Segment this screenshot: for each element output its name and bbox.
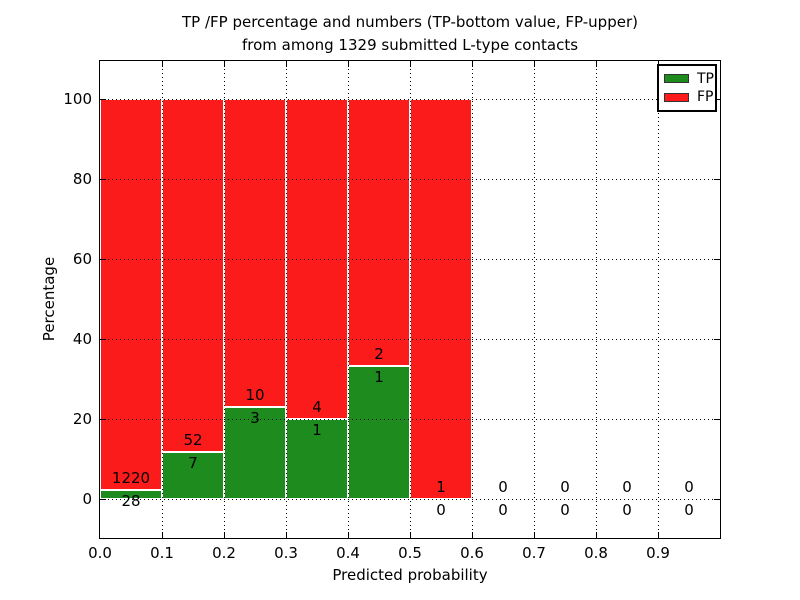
x-tick-label: 0.8: [584, 544, 608, 562]
y-tick-mark-left: [100, 499, 106, 500]
gridline-vertical: [658, 61, 659, 538]
tp-bar: [348, 365, 410, 499]
y-tick-label: 100: [63, 90, 92, 108]
y-tick-mark-left: [100, 339, 106, 340]
gridline-vertical: [472, 61, 473, 538]
tp-count-label: 0: [498, 501, 508, 519]
y-tick-label: 40: [72, 330, 92, 348]
x-tick-mark-top: [596, 61, 597, 67]
gridline-vertical: [534, 61, 535, 538]
y-tick-label: 80: [72, 170, 92, 188]
y-tick-mark-right: [714, 259, 720, 260]
y-tick-label: 60: [72, 250, 92, 268]
tp-count-label: 0: [684, 501, 694, 519]
y-tick-label: 20: [72, 410, 92, 428]
x-tick-mark-bottom: [224, 532, 225, 538]
x-tick-label: 0.2: [212, 544, 236, 562]
y-tick-mark-right: [714, 179, 720, 180]
x-tick-mark-bottom: [286, 532, 287, 538]
x-tick-label: 0.1: [150, 544, 174, 562]
tp-count-label: 0: [622, 501, 632, 519]
x-tick-mark-top: [286, 61, 287, 67]
y-tick-mark-right: [714, 339, 720, 340]
y-tick-mark-left: [100, 419, 106, 420]
fp-count-label: 2: [374, 344, 384, 363]
x-tick-label: 0.4: [336, 544, 360, 562]
chart-title-line-1: TP /FP percentage and numbers (TP-bottom…: [182, 13, 638, 31]
fp-count-label: 52: [183, 430, 203, 449]
gridline-vertical: [596, 61, 597, 538]
fp-count-label: 0: [684, 478, 694, 496]
x-tick-label: 0.6: [460, 544, 484, 562]
x-tick-mark-top: [472, 61, 473, 67]
fp-count-label: 4: [312, 398, 322, 416]
tp-color-swatch: [664, 74, 689, 84]
x-tick-label: 0.0: [88, 544, 112, 562]
x-tick-label: 0.9: [646, 544, 670, 562]
fp-count-label: 0: [622, 478, 632, 496]
x-tick-mark-top: [162, 61, 163, 67]
x-tick-mark-bottom: [472, 532, 473, 538]
tp-bar: [100, 490, 162, 499]
x-tick-mark-bottom: [410, 532, 411, 538]
legend-item-tp: TP: [664, 71, 714, 87]
y-tick-mark-left: [100, 179, 106, 180]
fp-bar: [224, 99, 286, 407]
gridline-vertical: [410, 61, 411, 538]
y-tick-mark-left: [100, 259, 106, 260]
x-tick-mark-top: [534, 61, 535, 67]
gridline-vertical: [162, 61, 163, 538]
chart-title: TP /FP percentage and numbers (TP-bottom…: [20, 11, 800, 57]
y-tick-mark-right: [714, 499, 720, 500]
fp-bar: [348, 99, 410, 366]
gridline-vertical: [224, 61, 225, 538]
x-tick-mark-top: [224, 61, 225, 67]
x-tick-label: 0.5: [398, 544, 422, 562]
tp-count-label: 0: [436, 501, 446, 519]
chart-title-line-2: from among 1329 submitted L-type contact…: [241, 36, 579, 54]
x-tick-mark-bottom: [596, 532, 597, 538]
x-tick-label: 0.3: [274, 544, 298, 562]
fp-bar: [162, 99, 224, 452]
legend-label-tp: TP: [697, 70, 714, 87]
fp-color-swatch: [664, 92, 689, 102]
fp-count-label: 1: [436, 478, 446, 496]
tp-bar: [286, 419, 348, 499]
plot-area: 1220 28 52 7 10 3 4 1 2 1 1 0 0 0 0 0 0 0 0 0: [99, 60, 721, 539]
legend: TP FP: [657, 64, 717, 112]
tp-bar: [224, 406, 286, 499]
tp-count-label: 28: [121, 492, 141, 511]
x-tick-mark-bottom: [658, 532, 659, 538]
fp-count-label: 1220: [111, 469, 151, 488]
x-tick-label: 0.7: [522, 544, 546, 562]
x-tick-mark-top: [348, 61, 349, 67]
x-tick-mark-top: [410, 61, 411, 67]
fp-count-label: 0: [560, 478, 570, 496]
tp-count-label: 1: [312, 421, 322, 439]
y-tick-label: 0: [82, 490, 92, 508]
legend-label-fp: FP: [697, 89, 714, 106]
x-tick-mark-bottom: [348, 532, 349, 538]
x-axis-label: Predicted probability: [332, 566, 488, 584]
fp-count-label: 0: [498, 478, 508, 496]
tp-count-label: 1: [374, 367, 384, 386]
gridline-vertical: [348, 61, 349, 538]
fp-bar: [100, 99, 162, 491]
x-tick-mark-bottom: [162, 532, 163, 538]
y-tick-mark-right: [714, 99, 720, 100]
fp-bar: [410, 99, 472, 499]
fp-count-label: 10: [245, 385, 265, 404]
tp-count-label: 7: [188, 453, 198, 472]
y-axis-label: Percentage: [40, 256, 58, 342]
tp-count-label: 3: [250, 408, 260, 427]
y-tick-mark-right: [714, 419, 720, 420]
legend-item-fp: FP: [664, 89, 714, 105]
y-tick-mark-left: [100, 99, 106, 100]
gridline-vertical: [286, 61, 287, 538]
x-tick-mark-bottom: [534, 532, 535, 538]
tp-count-label: 0: [560, 501, 570, 519]
